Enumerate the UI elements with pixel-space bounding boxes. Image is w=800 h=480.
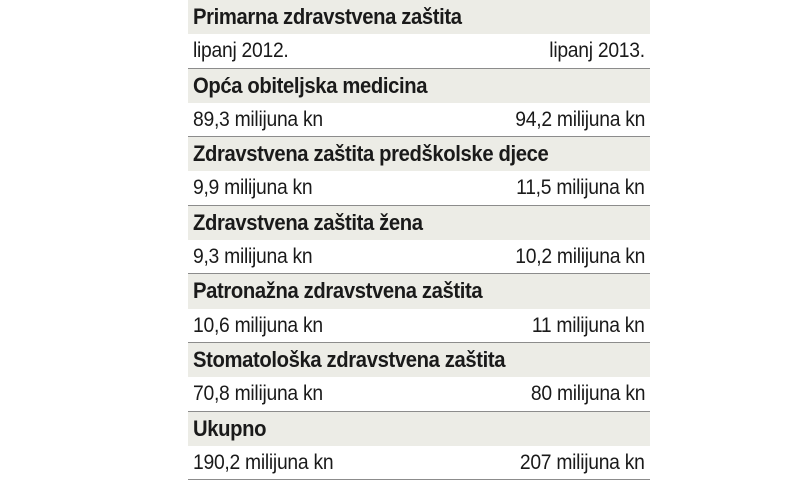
value-2013: 11,5 milijuna kn	[516, 176, 646, 200]
category-label: Zdravstvena zaštita žena	[193, 209, 423, 235]
category-label: Stomatološka zdravstvena zaštita	[193, 346, 506, 372]
value-2012: 9,3 milijuna kn	[193, 245, 313, 269]
total-value-2012: 190,2 milijuna kn	[193, 450, 334, 474]
value-2013: 10,2 milijuna kn	[515, 245, 645, 269]
category-row-values: 89,3 milijuna kn 94,2 milijuna kn	[188, 102, 650, 138]
value-2012: 89,3 milijuna kn	[193, 107, 323, 131]
total-value-2013: 207 milijuna kn	[520, 450, 645, 474]
value-2013: 11 milijuna kn	[532, 313, 645, 337]
category-row-values: 9,9 milijuna kn 11,5 milijuna kn	[188, 171, 650, 206]
category-row-values: 10,6 milijuna kn 11 milijuna kn	[188, 308, 650, 343]
table-title: Primarna zdravstvena zaštita	[193, 4, 462, 29]
column-header-2013: lipanj 2013.	[549, 39, 645, 63]
category-row-label: Patronažna zdravstvena zaštita	[188, 274, 650, 309]
category-label: Patronažna zdravstvena zaštita	[193, 278, 483, 304]
category-row-label: Zdravstvena zaštita predškolske djece	[188, 137, 650, 172]
total-row-values: 190,2 milijuna kn 207 milijuna kn	[188, 445, 650, 480]
expenditure-table: Primarna zdravstvena zaštita lipanj 2012…	[188, 0, 650, 480]
value-2013: 94,2 milijuna kn	[515, 107, 645, 131]
value-2012: 10,6 milijuna kn	[193, 313, 323, 337]
table-title-row: Primarna zdravstvena zaštita	[188, 0, 650, 35]
category-row-label: Stomatološka zdravstvena zaštita	[188, 342, 650, 378]
category-row-values: 9,3 milijuna kn 10,2 milijuna kn	[188, 240, 650, 275]
value-2012: 70,8 milijuna kn	[193, 382, 323, 406]
value-2013: 80 milijuna kn	[530, 382, 646, 406]
category-label: Opća obiteljska medicina	[193, 72, 428, 98]
total-row-label: Ukupno	[188, 411, 650, 446]
category-row-label: Opća obiteljska medicina	[188, 68, 650, 103]
value-2012: 9,9 milijuna kn	[193, 176, 313, 200]
category-row-values: 70,8 milijuna kn 80 milijuna kn	[188, 377, 650, 412]
total-label: Ukupno	[193, 415, 267, 441]
category-label: Zdravstvena zaštita predškolske djece	[193, 141, 549, 167]
column-header-2012: lipanj 2012.	[193, 39, 289, 63]
column-header-row: lipanj 2012. lipanj 2013.	[188, 34, 650, 69]
category-row-label: Zdravstvena zaštita žena	[188, 205, 650, 241]
